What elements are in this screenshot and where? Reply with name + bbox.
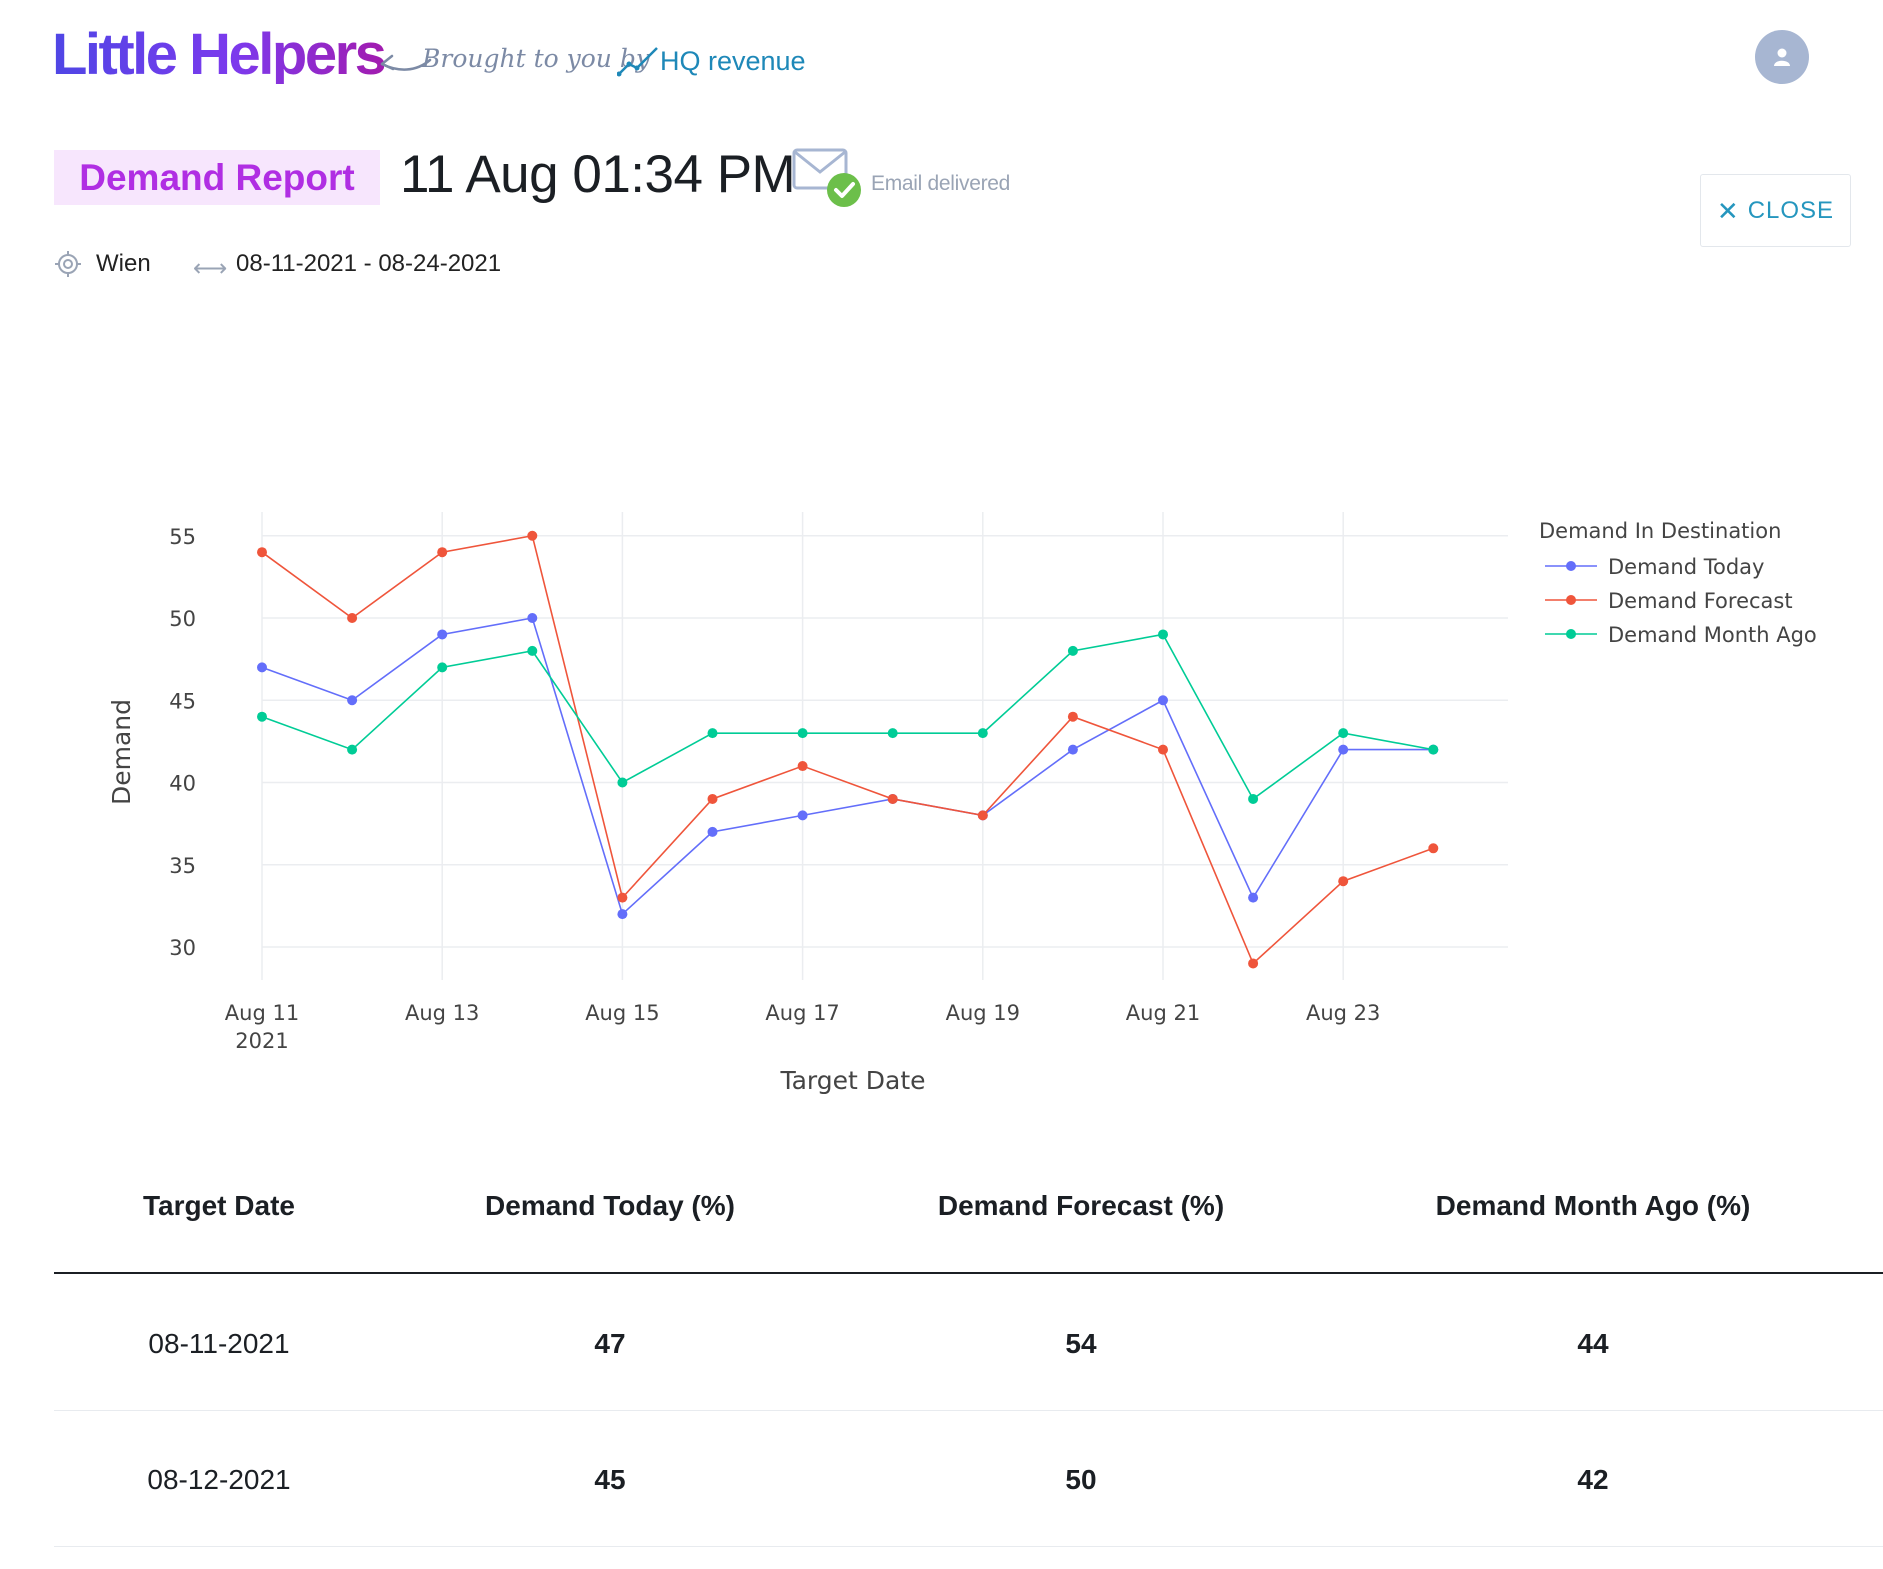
row-value-cell: 45 (594, 1464, 626, 1495)
row-value-cell: 42 (1577, 1464, 1609, 1495)
data-point (887, 728, 898, 739)
user-avatar[interactable] (1755, 30, 1809, 84)
legend-swatch-dot (1566, 629, 1576, 639)
brought-by-text: Brought to you by (422, 44, 650, 73)
data-point (257, 547, 267, 558)
data-point (1338, 876, 1349, 887)
data-point (1338, 728, 1349, 739)
data-point (1067, 645, 1078, 656)
legend-swatch-dot (1566, 561, 1576, 571)
y-tick-label: 55 (169, 525, 196, 549)
x-tick-label: Aug 11 (225, 1001, 299, 1025)
y-axis-title: Demand (107, 699, 136, 805)
x-tick-label: Aug 19 (946, 1001, 1020, 1025)
data-point (1338, 744, 1349, 755)
legend-title: Demand In Destination (1539, 519, 1781, 543)
location-label: Wien (96, 250, 151, 277)
data-point (527, 645, 538, 656)
data-point (1067, 711, 1078, 722)
data-point (617, 777, 628, 788)
data-point (1067, 744, 1078, 755)
data-point (437, 662, 448, 673)
curved-arrow-icon (380, 54, 432, 71)
location-target-icon (55, 251, 81, 277)
data-point (797, 761, 808, 772)
data-point (347, 744, 358, 755)
legend-item: Demand Forecast (1608, 589, 1793, 613)
data-point (1248, 892, 1259, 903)
data-point (617, 909, 628, 920)
series-line (261, 617, 1434, 916)
legend-item: Demand Today (1608, 555, 1764, 579)
row-date-cell: 08-11-2021 (148, 1328, 290, 1359)
data-point (1248, 793, 1259, 804)
data-point (797, 728, 808, 739)
data-point (347, 613, 358, 623)
y-tick-label: 40 (169, 772, 196, 796)
data-point (1158, 695, 1168, 706)
data-point (977, 810, 988, 821)
data-point (527, 613, 538, 623)
y-tick-label: 30 (169, 936, 196, 960)
y-tick-label: 35 (169, 854, 196, 878)
user-icon (1774, 48, 1790, 66)
data-point (257, 711, 267, 722)
data-point (707, 728, 718, 739)
data-point (1158, 744, 1168, 755)
data-point (1248, 958, 1259, 969)
row-value-cell: 47 (594, 1328, 626, 1359)
data-point (707, 826, 718, 837)
data-point (257, 662, 267, 673)
legend-item: Demand Month Ago (1608, 623, 1817, 647)
column-header[interactable]: Demand Forecast (%) (937, 1190, 1225, 1221)
date-range-label: 08-11-2021 - 08-24-2021 (236, 250, 502, 277)
partner-logo[interactable]: HQ revenue (660, 46, 806, 76)
x-tick-label: Aug 21 (1126, 1001, 1200, 1025)
x-tick-label: Aug 17 (765, 1001, 839, 1025)
header-divider (54, 1272, 1883, 1274)
column-header[interactable]: Target Date (143, 1190, 295, 1221)
demand-line-chart: 30 35 40 45 50 55 Aug 11 2021 Aug 13 Aug 15 Aug 17… (107, 512, 1817, 1095)
row-divider (54, 1410, 1883, 1411)
close-button[interactable]: ✕ CLOSE (1700, 174, 1851, 247)
x-tick-label: Aug 23 (1306, 1001, 1380, 1025)
date-range-icon: ⟷ (193, 254, 228, 282)
close-icon: ✕ (1716, 195, 1740, 226)
data-point (887, 793, 898, 804)
row-divider (54, 1546, 1883, 1547)
data-point (797, 810, 808, 821)
email-status: Email delivered (871, 172, 1011, 195)
x-tick-label: Aug 15 (585, 1001, 659, 1025)
legend-swatch-dot (1566, 595, 1576, 605)
row-value-cell: 50 (1065, 1464, 1097, 1495)
data-point (437, 629, 448, 640)
y-tick-label: 45 (169, 689, 196, 713)
column-header[interactable]: Demand Today (%) (485, 1190, 735, 1221)
trend-line-icon (617, 47, 658, 77)
x-tick-label: Aug 13 (405, 1001, 479, 1025)
data-point (437, 547, 448, 558)
row-date-cell: 08-12-2021 (147, 1464, 291, 1495)
envelope-check-icon (792, 148, 861, 207)
app-logo[interactable]: Little Helpers (52, 22, 387, 87)
data-point (617, 892, 628, 903)
data-point (527, 530, 538, 541)
data-point (977, 728, 988, 739)
data-point (347, 695, 358, 706)
data-point (1158, 629, 1168, 640)
series-line (261, 633, 1434, 801)
close-button-label: CLOSE (1747, 196, 1835, 224)
data-point (1428, 843, 1439, 854)
x-axis-title: Target Date (779, 1066, 925, 1095)
row-value-cell: 54 (1065, 1328, 1097, 1359)
y-tick-label: 50 (169, 607, 196, 631)
report-timestamp: 11 Aug 01:34 PM (400, 145, 796, 204)
x-tick-year: 2021 (235, 1029, 288, 1053)
data-point (707, 793, 718, 804)
report-type-badge: Demand Report (54, 150, 380, 205)
column-header[interactable]: Demand Month Ago (%) (1435, 1190, 1751, 1221)
row-value-cell: 44 (1577, 1328, 1609, 1359)
data-point (1428, 744, 1439, 755)
series-line (261, 534, 1434, 965)
